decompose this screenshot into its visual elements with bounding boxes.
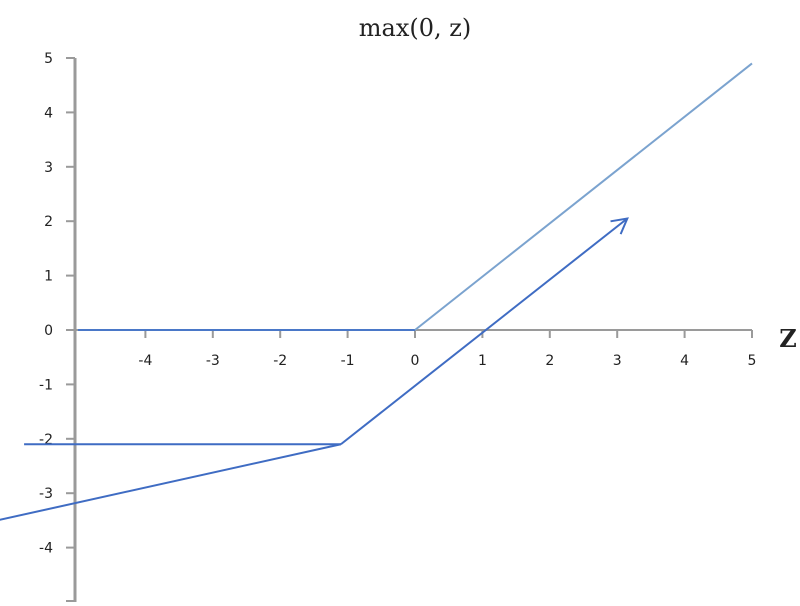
- x-tick-label: -4: [138, 353, 152, 369]
- x-tick-label: 4: [680, 353, 689, 369]
- x-tick-label: -2: [273, 353, 287, 369]
- y-tick-label: -4: [39, 541, 53, 557]
- y-tick-label: -3: [39, 486, 53, 502]
- y-tick-label: 5: [44, 51, 53, 67]
- x-axis-label: Z: [779, 324, 797, 353]
- x-tick-label: 0: [411, 353, 420, 369]
- annotation-line-2: [0, 443, 342, 521]
- series-layer: [78, 62, 753, 331]
- annotation-line-3: [340, 217, 628, 446]
- y-tick-label: -1: [39, 377, 53, 393]
- y-tick-label: 3: [44, 160, 53, 176]
- x-axis: -4 -3 -2 -1 0 1 2 3 4 5: [75, 329, 757, 369]
- y-tick-label: -2: [39, 432, 53, 448]
- x-tick-label: 3: [613, 353, 622, 369]
- annotation-layer: [0, 217, 629, 521]
- y-tick-label: 4: [44, 105, 53, 121]
- x-tick-label: -3: [206, 353, 220, 369]
- x-tick-label: 1: [478, 353, 487, 369]
- y-axis: 5 4 3 2 1 0 -1 -2 -3 -4: [39, 51, 77, 602]
- y-tick-label: 0: [44, 323, 53, 339]
- x-tick-label: 2: [545, 353, 554, 369]
- x-tick-label: 5: [748, 353, 757, 369]
- chart-title: max(0, z): [359, 14, 472, 42]
- y-tick-label: 2: [44, 214, 53, 230]
- series-line-2: [414, 62, 753, 331]
- x-tick-label: -1: [341, 353, 355, 369]
- annotation-arrowhead: [610, 217, 629, 235]
- y-tick-label: 1: [44, 269, 53, 285]
